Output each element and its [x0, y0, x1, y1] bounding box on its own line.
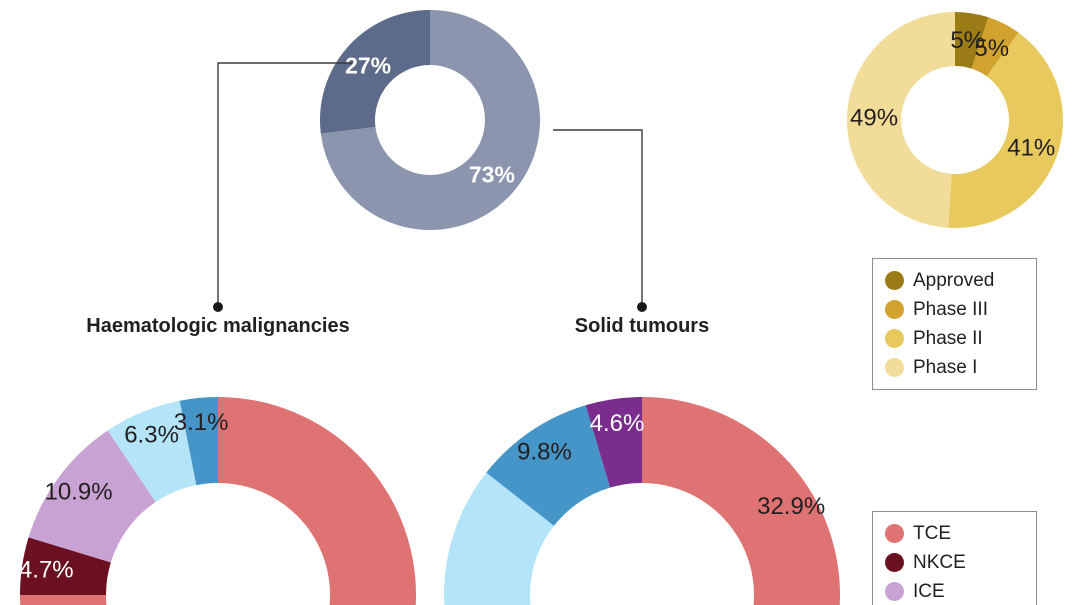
legend-item-nkce[interactable]: NKCE	[885, 548, 1036, 577]
donut-segment-solid-purple[interactable]	[585, 397, 642, 488]
legend-swatch-phase-ii	[885, 329, 904, 348]
donut-title-haematologic: Haematologic malignancies	[86, 315, 349, 337]
donut-segment-phase-i[interactable]	[847, 12, 955, 228]
legend-swatch-tce	[885, 524, 904, 543]
donut-label-phase-i: 49%	[850, 104, 898, 131]
legend-label-ice: ICE	[913, 581, 945, 602]
donut-label-phase-iii: 5%	[974, 35, 1009, 62]
legend-label-phase-ii: Phase II	[913, 328, 983, 349]
connector-haematologic	[213, 62, 352, 312]
legend-item-ice[interactable]: ICE	[885, 577, 1036, 605]
legend-item-phase-i[interactable]: Phase I	[885, 353, 1036, 382]
legend-swatch-phase-iii	[885, 300, 904, 319]
legend-label-approved: Approved	[913, 270, 995, 291]
legend-swatch-nkce	[885, 553, 904, 572]
donut-label-haem-nkce: 4.7%	[19, 556, 74, 583]
legend-label-phase-iii: Phase III	[913, 299, 988, 320]
donut-segment-haem-ice[interactable]	[28, 430, 156, 563]
donut-label-solid-blue: 9.8%	[517, 438, 572, 465]
donut-label-solid-purple: 4.6%	[590, 410, 645, 437]
legend-item-phase-ii[interactable]: Phase II	[885, 324, 1036, 353]
legend-item-tce[interactable]: TCE	[885, 519, 1036, 548]
donut-segment-haem-lightblue[interactable]	[107, 400, 197, 502]
connector-solid-tumours	[553, 129, 647, 312]
donut-solid-tumours: 32.9% 9.8% 4.6% Solid tumours	[444, 315, 840, 605]
donut-segment-phase-iii[interactable]	[971, 17, 1019, 77]
legend-swatch-ice	[885, 582, 904, 601]
donut-segment-solid-tce[interactable]	[642, 397, 840, 605]
donut-label-approved: 5%	[950, 27, 985, 54]
donut-segment-haematologic[interactable]	[319, 10, 430, 134]
donut-development-phase: 5% 5% 41% 49%	[847, 12, 1063, 228]
legend-item-approved[interactable]: Approved	[885, 266, 1036, 295]
connector-dot-right	[637, 302, 647, 312]
donut-label-haem-blue: 3.1%	[174, 409, 229, 436]
donut-label-phase-ii: 41%	[1007, 134, 1055, 161]
connector-line-left	[217, 62, 352, 305]
connector-line-right	[553, 129, 643, 305]
legend-label-tce: TCE	[913, 523, 951, 544]
donut-segment-haem-tce[interactable]	[20, 397, 416, 605]
donut-segment-solid-lightblue[interactable]	[444, 472, 816, 605]
donut-title-solid-tumours: Solid tumours	[575, 315, 709, 337]
donut-label-27: 27%	[345, 52, 391, 78]
legend-modality: TCE NKCE ICE	[872, 511, 1037, 605]
donut-label-haem-ice: 10.9%	[44, 479, 112, 506]
legend-swatch-approved	[885, 271, 904, 290]
legend-item-phase-iii[interactable]: Phase III	[885, 295, 1036, 324]
donut-label-solid-tce: 32.9%	[757, 493, 825, 520]
donut-segment-solid-blue[interactable]	[486, 405, 611, 526]
donut-label-haem-lightblue: 6.3%	[124, 422, 179, 449]
legend-swatch-phase-i	[885, 358, 904, 377]
donut-haematologic-malignancies: 4.7% 10.9% 6.3% 3.1% Haematologic malign…	[19, 315, 416, 605]
donut-indication-split: 73% 27%	[319, 10, 540, 230]
legend-development-phase: Approved Phase III Phase II Phase I	[872, 258, 1037, 390]
donut-label-73: 73%	[469, 162, 515, 188]
legend-label-phase-i: Phase I	[913, 357, 978, 378]
legend-label-nkce: NKCE	[913, 552, 966, 573]
donut-segment-haem-nkce[interactable]	[20, 537, 111, 595]
donut-segment-solid-tumours[interactable]	[320, 10, 540, 230]
donut-segment-approved[interactable]	[955, 12, 989, 69]
connector-dot-left	[213, 302, 223, 312]
donut-segment-haem-blue[interactable]	[179, 397, 218, 486]
donut-segment-phase-ii[interactable]	[948, 32, 1063, 228]
